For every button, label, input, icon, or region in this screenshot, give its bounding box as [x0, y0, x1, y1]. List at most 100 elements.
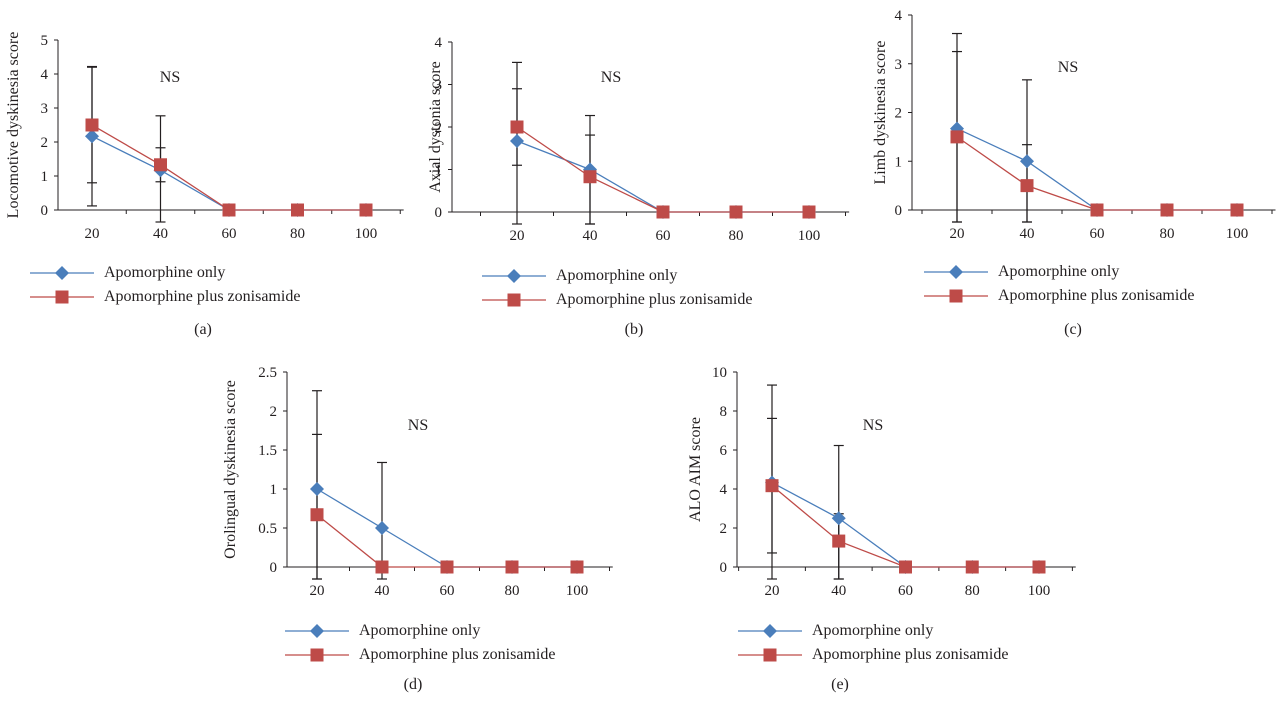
data-point-apomorphine-plus-zonisamide — [154, 158, 167, 172]
panel-caption: (d) — [403, 676, 423, 693]
square-marker-icon — [924, 289, 988, 303]
x-tick-label: 60 — [440, 583, 455, 599]
y-axis-label: Orolingual dyskinesia score — [222, 380, 239, 559]
y-tick-label: 4 — [895, 8, 903, 24]
x-tick-label: 100 — [355, 226, 378, 242]
data-point-apomorphine-only — [831, 511, 846, 526]
y-axis-label: Locomotive dyskinesia score — [5, 32, 22, 219]
square-marker-icon — [738, 648, 802, 662]
panel-caption: (b) — [624, 321, 644, 338]
data-point-apomorphine-plus-zonisamide — [1160, 203, 1174, 217]
data-point-apomorphine-plus-zonisamide — [899, 560, 912, 574]
panel-caption: (e) — [831, 676, 849, 693]
x-tick-label: 60 — [222, 226, 237, 242]
data-point-apomorphine-only — [1020, 154, 1034, 169]
x-tick-label: 80 — [290, 226, 305, 242]
data-point-apomorphine-plus-zonisamide — [765, 479, 779, 493]
series-line-apomorphine-only — [771, 481, 1039, 568]
y-tick-label: 1 — [895, 154, 903, 170]
y-tick-label: 8 — [720, 404, 728, 420]
data-point-apomorphine-only — [375, 521, 389, 535]
x-tick-label: 20 — [510, 228, 525, 244]
data-point-apomorphine-only — [310, 482, 324, 496]
x-tick-label: 20 — [765, 583, 780, 599]
y-tick-label: 2 — [895, 106, 903, 122]
y-axis-label: ALO AIM score — [687, 417, 704, 522]
x-tick-label: 80 — [729, 228, 744, 244]
y-tick-label: 1 — [435, 163, 443, 179]
legend-label: Apomorphine only — [998, 263, 1120, 280]
y-tick-label: 4 — [435, 35, 443, 51]
data-point-apomorphine-plus-zonisamide — [950, 130, 964, 144]
legend-label: Apomorphine plus zonisamide — [104, 288, 301, 305]
square-marker-icon — [285, 648, 349, 662]
data-point-apomorphine-plus-zonisamide — [1032, 560, 1046, 574]
panel-caption: (a) — [194, 321, 212, 338]
data-point-apomorphine-plus-zonisamide — [440, 560, 454, 574]
y-tick-label: 5 — [41, 33, 49, 49]
x-tick-label: 80 — [1160, 226, 1175, 242]
data-point-apomorphine-plus-zonisamide — [510, 120, 524, 134]
y-axis-label: Axial dystonia score — [427, 61, 444, 193]
y-tick-label: 2.5 — [258, 365, 277, 381]
annotation-ns: NS — [160, 69, 180, 86]
data-point-apomorphine-plus-zonisamide — [505, 560, 519, 574]
y-tick-label: 0 — [720, 560, 728, 576]
annotation-ns: NS — [408, 417, 428, 434]
legend-label: Apomorphine plus zonisamide — [812, 646, 1009, 663]
legend-label: Apomorphine only — [359, 622, 481, 639]
diamond-marker-icon — [482, 269, 546, 283]
diamond-marker-icon — [924, 265, 988, 279]
diamond-marker-icon — [285, 624, 349, 638]
legend-label: Apomorphine only — [556, 267, 678, 284]
y-tick-label: 2 — [720, 521, 728, 537]
x-tick-label: 40 — [153, 226, 168, 242]
legend-label: Apomorphine plus zonisamide — [359, 646, 556, 663]
y-tick-label: 4 — [720, 482, 728, 498]
data-point-apomorphine-plus-zonisamide — [310, 508, 324, 522]
y-tick-label: 4 — [41, 67, 49, 83]
diamond-marker-icon — [738, 624, 802, 638]
legend-label: Apomorphine plus zonisamide — [556, 291, 753, 308]
y-axis-label: Limb dyskinesia score — [872, 41, 889, 185]
data-point-apomorphine-only — [85, 129, 99, 144]
panel-caption: (c) — [1064, 321, 1082, 338]
annotation-ns: NS — [863, 417, 883, 434]
data-point-apomorphine-plus-zonisamide — [729, 205, 743, 219]
data-point-apomorphine-plus-zonisamide — [832, 534, 846, 548]
data-point-apomorphine-plus-zonisamide — [375, 560, 389, 574]
y-tick-label: 0.5 — [258, 521, 277, 537]
data-point-apomorphine-plus-zonisamide — [965, 560, 979, 574]
y-tick-label: 1 — [41, 169, 49, 185]
x-tick-label: 100 — [566, 583, 589, 599]
data-point-apomorphine-only — [510, 134, 524, 149]
y-tick-label: 1.5 — [258, 443, 277, 459]
x-tick-label: 100 — [1028, 583, 1051, 599]
x-tick-label: 40 — [831, 583, 846, 599]
x-tick-label: 20 — [950, 226, 965, 242]
square-marker-icon — [482, 293, 546, 307]
x-tick-label: 40 — [583, 228, 598, 244]
x-tick-label: 60 — [898, 583, 913, 599]
square-marker-icon — [30, 290, 94, 304]
data-point-apomorphine-plus-zonisamide — [570, 560, 584, 574]
y-tick-label: 3 — [41, 101, 49, 117]
x-tick-label: 80 — [505, 583, 520, 599]
series-line-apomorphine-plus-zonisamide — [771, 485, 1039, 568]
y-tick-label: 0 — [895, 203, 903, 219]
x-tick-label: 60 — [1090, 226, 1105, 242]
y-tick-label: 10 — [712, 365, 727, 381]
y-tick-label: 3 — [435, 78, 443, 94]
diamond-marker-icon — [30, 266, 94, 280]
data-point-apomorphine-plus-zonisamide — [291, 203, 304, 217]
y-tick-label: 0 — [41, 203, 49, 219]
x-tick-label: 60 — [656, 228, 671, 244]
data-point-apomorphine-plus-zonisamide — [1020, 179, 1034, 193]
x-tick-label: 100 — [798, 228, 821, 244]
